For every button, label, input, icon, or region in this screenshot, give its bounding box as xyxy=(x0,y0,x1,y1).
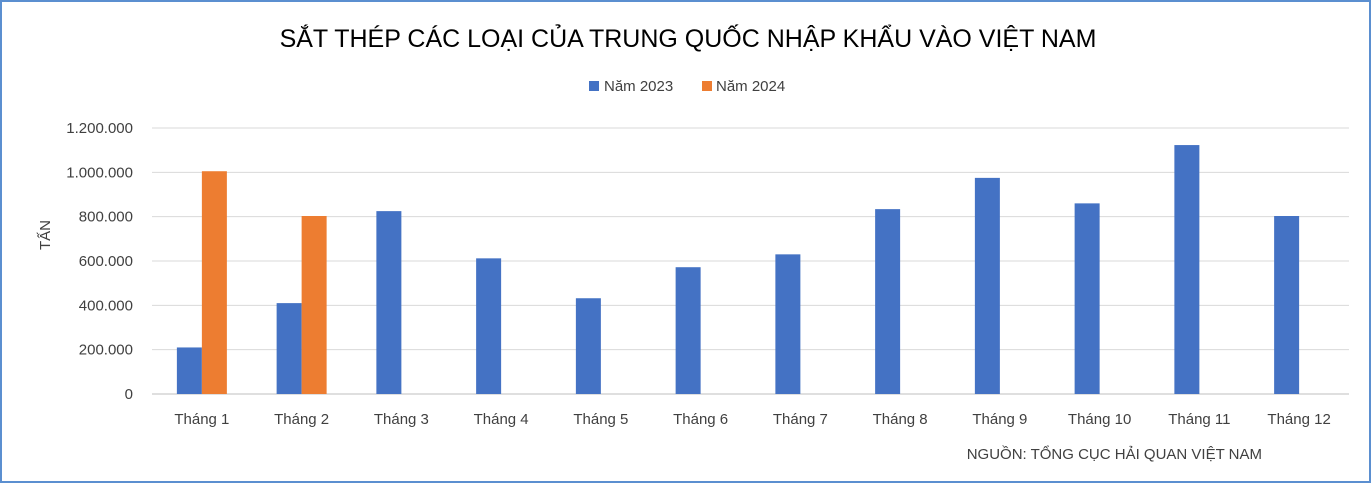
bar-2024-1 xyxy=(201,171,227,394)
y-tick-label: 800.000 xyxy=(79,209,133,226)
x-tick-label: Tháng 1 xyxy=(174,411,229,428)
legend-swatch-2024 xyxy=(702,81,712,91)
x-tick-label: Tháng 9 xyxy=(972,411,1027,428)
x-tick-label: Tháng 3 xyxy=(374,411,429,428)
x-axis-ticks: Tháng 1 Tháng 2 Tháng 3 Tháng 4 Tháng 5 Tháng… xyxy=(174,411,1330,428)
chart-title: SẮT THÉP CÁC LOẠI CỦA TRUNG QUỐC NHẬP KH… xyxy=(280,23,1097,53)
y-tick-label: 1.200.000 xyxy=(66,120,133,137)
legend-label-2023: Năm 2023 xyxy=(604,78,673,95)
x-tick-label: Tháng 2 xyxy=(274,411,329,428)
x-tick-label: Tháng 12 xyxy=(1267,411,1330,428)
legend-swatch-2023 xyxy=(589,81,599,91)
legend-label-2024: Năm 2024 xyxy=(716,78,785,95)
bar-2023-6 xyxy=(675,267,701,394)
bar-2023-11 xyxy=(1174,145,1200,394)
y-tick-label: 600.000 xyxy=(79,253,133,270)
x-tick-label: Tháng 5 xyxy=(573,411,628,428)
bars xyxy=(176,145,1300,394)
x-tick-label: Tháng 8 xyxy=(873,411,928,428)
bar-2023-4 xyxy=(476,258,502,394)
y-axis-ticks: 0 200.000 400.000 600.000 800.000 1.000.000 1.… xyxy=(66,120,133,403)
x-tick-label: Tháng 10 xyxy=(1068,411,1131,428)
x-tick-label: Tháng 4 xyxy=(474,411,529,428)
bar-2023-10 xyxy=(1074,203,1100,394)
y-tick-label: 200.000 xyxy=(79,342,133,359)
bar-2023-2 xyxy=(276,303,302,394)
gridlines xyxy=(152,127,1349,395)
bar-2023-1 xyxy=(176,347,202,394)
bar-2023-7 xyxy=(775,254,801,394)
bar-2024-2 xyxy=(301,216,327,394)
bar-2023-9 xyxy=(974,177,1000,394)
bar-2023-5 xyxy=(575,298,601,394)
x-tick-label: Tháng 7 xyxy=(773,411,828,428)
x-tick-label: Tháng 11 xyxy=(1168,411,1230,428)
x-tick-label: Tháng 6 xyxy=(673,411,728,428)
bar-2023-3 xyxy=(376,211,402,394)
y-tick-label: 400.000 xyxy=(79,297,133,314)
bar-2023-8 xyxy=(875,209,901,394)
y-tick-label: 0 xyxy=(125,386,133,403)
legend: Năm 2023 Năm 2024 xyxy=(589,78,785,95)
source-note: NGUỒN: TỔNG CỤC HẢI QUAN VIỆT NAM xyxy=(967,445,1262,463)
bar-2023-12 xyxy=(1274,216,1300,394)
y-axis-title: TẤN xyxy=(37,220,54,250)
y-tick-label: 1.000.000 xyxy=(66,164,133,181)
